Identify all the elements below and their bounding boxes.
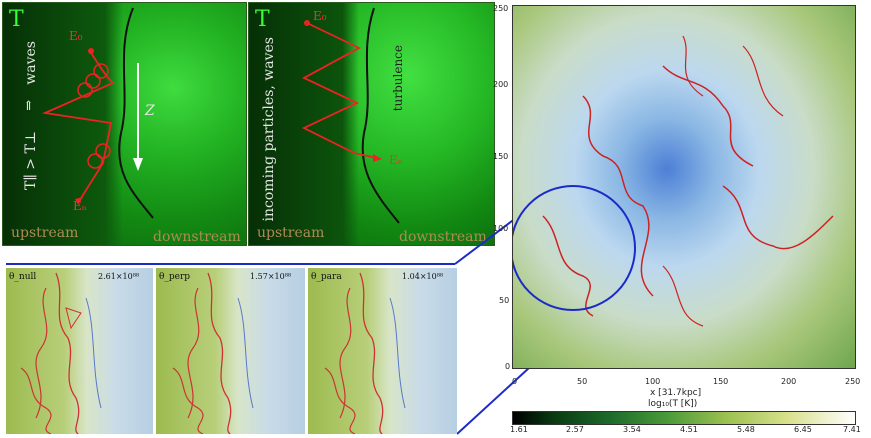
colorbar — [512, 411, 856, 425]
contour-lines — [324, 272, 406, 434]
temperature-map — [512, 5, 856, 369]
y-tick: 150 — [493, 152, 509, 161]
schematic-panel-turbulence: T incoming particles, waves turbulence E… — [248, 2, 495, 246]
colorbar-tick: 2.57 — [566, 425, 584, 434]
subpanel-para: θ_para 1.04×10⁸⁸ — [308, 268, 457, 434]
schematic-panel-anisotropy: T waves ⇑ T∥ > T⊥ E₀ Eₙ Z upstream downs… — [2, 2, 247, 246]
x-tick: 0 — [512, 377, 518, 386]
upstream-region — [3, 3, 123, 245]
upstream-label: upstream — [257, 225, 325, 241]
x-axis-label: x [31.7kpc] — [650, 388, 702, 398]
panel-letter: T — [9, 7, 24, 32]
subpanel-value: 1.04×10⁸⁸ — [402, 272, 444, 281]
subpanel-label: θ_perp — [159, 272, 191, 282]
subpanel-label: θ_null — [9, 272, 37, 282]
x-tick: 250 — [845, 377, 861, 386]
panel-letter: T — [255, 7, 270, 32]
red-contours — [513, 35, 834, 327]
y-tick: 100 — [493, 224, 509, 233]
contour-lines — [172, 272, 254, 434]
downstream-label: downstream — [153, 229, 241, 245]
upstream-label: upstream — [11, 225, 79, 241]
colorbar-tick: 6.45 — [794, 425, 812, 434]
subpanel-label: θ_para — [311, 272, 342, 282]
y-tick: 250 — [493, 4, 509, 13]
colorbar-tick: 1.61 — [510, 425, 528, 434]
downstream-label: downstream — [399, 229, 487, 245]
colorbar-tick: 7.41 — [843, 425, 861, 434]
shock-diagram — [41, 7, 154, 219]
colorbar-tick: 4.51 — [680, 425, 698, 434]
x-tick: 50 — [577, 377, 588, 386]
subpanel-value: 1.57×10⁸⁸ — [250, 272, 292, 281]
subpanel-null: θ_null 2.61×10⁸⁸ — [6, 268, 153, 434]
e0-label: E₀ — [313, 9, 327, 23]
subpanel-perp: θ_perp 1.57×10⁸⁸ — [156, 268, 305, 434]
en-label: Eₙ — [389, 153, 403, 167]
z-label: Z — [145, 103, 155, 119]
upstream-region — [249, 3, 359, 245]
subpanel-value: 2.61×10⁸⁸ — [98, 272, 140, 281]
colorbar-tick: 3.54 — [623, 425, 641, 434]
contour-lines — [20, 272, 102, 434]
x-tick: 200 — [781, 377, 797, 386]
x-tick: 100 — [645, 377, 661, 386]
y-tick: 0 — [505, 362, 511, 371]
y-tick: 200 — [493, 80, 509, 89]
e0-label: E₀ — [69, 29, 83, 43]
shock-diagram — [301, 7, 400, 224]
en-label: Eₙ — [73, 199, 87, 213]
colorbar-label: log₁₀(T [K]) — [648, 399, 698, 409]
colorbar-tick: 5.48 — [737, 425, 755, 434]
x-tick: 150 — [713, 377, 729, 386]
y-tick: 50 — [499, 296, 510, 305]
arrow-up-icon: ⇑ — [23, 99, 34, 114]
